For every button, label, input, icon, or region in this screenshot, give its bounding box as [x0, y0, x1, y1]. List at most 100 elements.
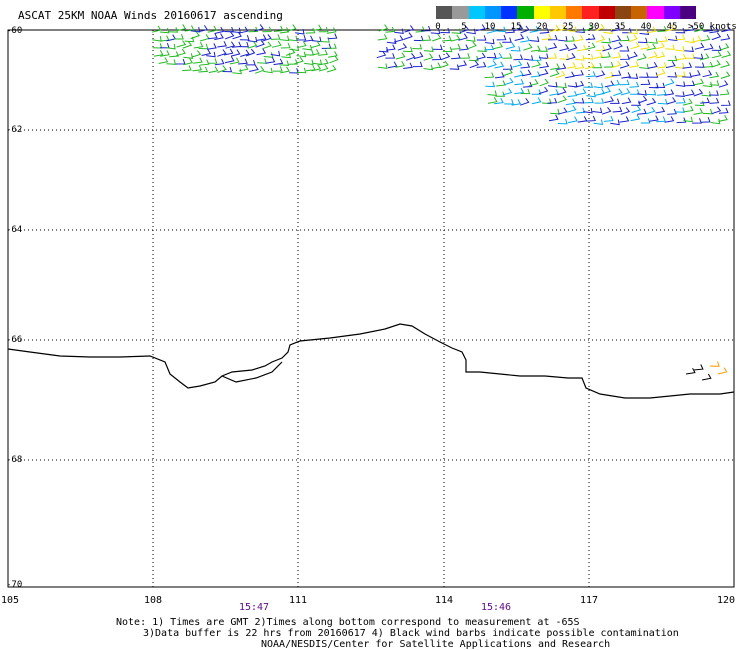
wind-barb	[206, 51, 216, 58]
wind-barb	[683, 116, 693, 123]
wind-barb	[655, 42, 665, 50]
wind-barb	[676, 71, 686, 77]
wind-barb	[485, 81, 496, 88]
wind-barb	[710, 118, 721, 125]
wind-barb	[583, 23, 594, 32]
wind-barb	[394, 28, 404, 34]
wind-barb	[619, 46, 630, 52]
wind-barb	[378, 24, 389, 32]
wind-barb	[523, 43, 533, 51]
wind-barb	[403, 46, 413, 53]
wind-barb	[666, 97, 677, 105]
wind-barb	[703, 61, 714, 68]
wind-barb	[238, 58, 248, 65]
wind-barb	[295, 29, 305, 35]
wind-barb	[485, 38, 495, 45]
wind-barb	[247, 36, 258, 43]
wind-barb	[403, 62, 413, 69]
wind-barb	[682, 72, 692, 78]
wind-barb	[594, 98, 605, 104]
wind-barb	[547, 53, 558, 59]
wind-barb	[222, 66, 233, 73]
wind-barb	[520, 35, 531, 43]
legend-label: 10	[484, 22, 496, 32]
wind-barb	[694, 42, 705, 50]
wind-barb	[191, 50, 202, 58]
wind-barb	[683, 105, 694, 113]
wind-barb	[318, 64, 329, 72]
wind-barb	[529, 36, 540, 42]
legend-label: 15	[510, 22, 522, 32]
wind-barb	[583, 107, 593, 114]
wind-barb	[667, 72, 678, 78]
x-tick-label: 117	[579, 595, 599, 606]
wind-barb	[619, 35, 630, 42]
wind-barb	[318, 26, 329, 33]
wind-barb	[502, 64, 513, 70]
wind-barb	[630, 114, 641, 122]
wind-barb	[619, 61, 630, 69]
wind-barb	[568, 116, 578, 124]
wind-barb	[484, 72, 495, 79]
wind-barb	[620, 107, 631, 115]
wind-barb	[610, 98, 620, 104]
wind-barb	[223, 48, 234, 56]
legend-label: 35	[614, 22, 626, 32]
wind-barb	[207, 43, 217, 50]
wind-barb	[601, 86, 612, 95]
wind-barb	[280, 66, 290, 74]
wind-barb	[296, 51, 307, 58]
time-label: 15:46	[480, 602, 512, 613]
wind-barb	[628, 51, 638, 59]
legend-swatch	[598, 6, 615, 19]
wind-barb	[254, 24, 264, 32]
wind-barb	[711, 106, 722, 115]
wind-barb	[700, 97, 710, 104]
wind-barb	[184, 25, 195, 32]
note-line-1: Note: 1) Times are GMT 2)Times along bot…	[116, 617, 580, 628]
wind-barb	[198, 25, 209, 33]
wind-barb	[153, 50, 164, 57]
wind-barb	[239, 35, 250, 41]
wind-barb	[432, 44, 443, 51]
wind-barb	[193, 41, 204, 49]
wind-barb	[246, 59, 256, 66]
wind-barb	[442, 35, 452, 42]
wind-barb	[658, 36, 668, 43]
wind-barb	[586, 71, 596, 78]
wind-barb	[610, 79, 621, 87]
wind-barb	[541, 34, 552, 40]
wind-barb	[249, 65, 259, 72]
wind-barb	[637, 108, 647, 115]
wind-barb	[555, 70, 566, 79]
wind-barb	[692, 118, 702, 124]
legend-label: 5	[461, 22, 467, 32]
wind-barb	[476, 52, 486, 60]
wind-barb	[548, 114, 559, 122]
wind-barb	[611, 35, 622, 43]
legend-swatch	[631, 6, 648, 19]
wind-barb	[327, 27, 337, 34]
wind-barb	[675, 107, 685, 113]
wind-barb	[520, 88, 531, 95]
wind-barb	[245, 48, 256, 57]
wind-barb	[648, 38, 658, 44]
note-line-3: NOAA/NESDIS/Center for Satellite Applica…	[261, 639, 611, 650]
wind-barb	[421, 25, 432, 32]
wind-barb	[457, 60, 467, 68]
wind-barb	[469, 60, 480, 69]
wind-barbs	[151, 23, 732, 381]
wind-barb	[566, 52, 576, 61]
wind-barb	[494, 72, 505, 79]
legend-label: 45	[666, 22, 678, 32]
wind-barb	[574, 55, 585, 61]
wind-barb	[603, 28, 613, 34]
wind-barb	[183, 53, 194, 59]
wind-barb	[199, 34, 210, 42]
wind-barb	[699, 53, 710, 61]
wind-barb	[675, 46, 685, 52]
wind-barb	[567, 90, 578, 97]
wind-barb	[586, 115, 596, 122]
wind-barb	[602, 44, 612, 52]
wind-barb	[469, 55, 479, 62]
